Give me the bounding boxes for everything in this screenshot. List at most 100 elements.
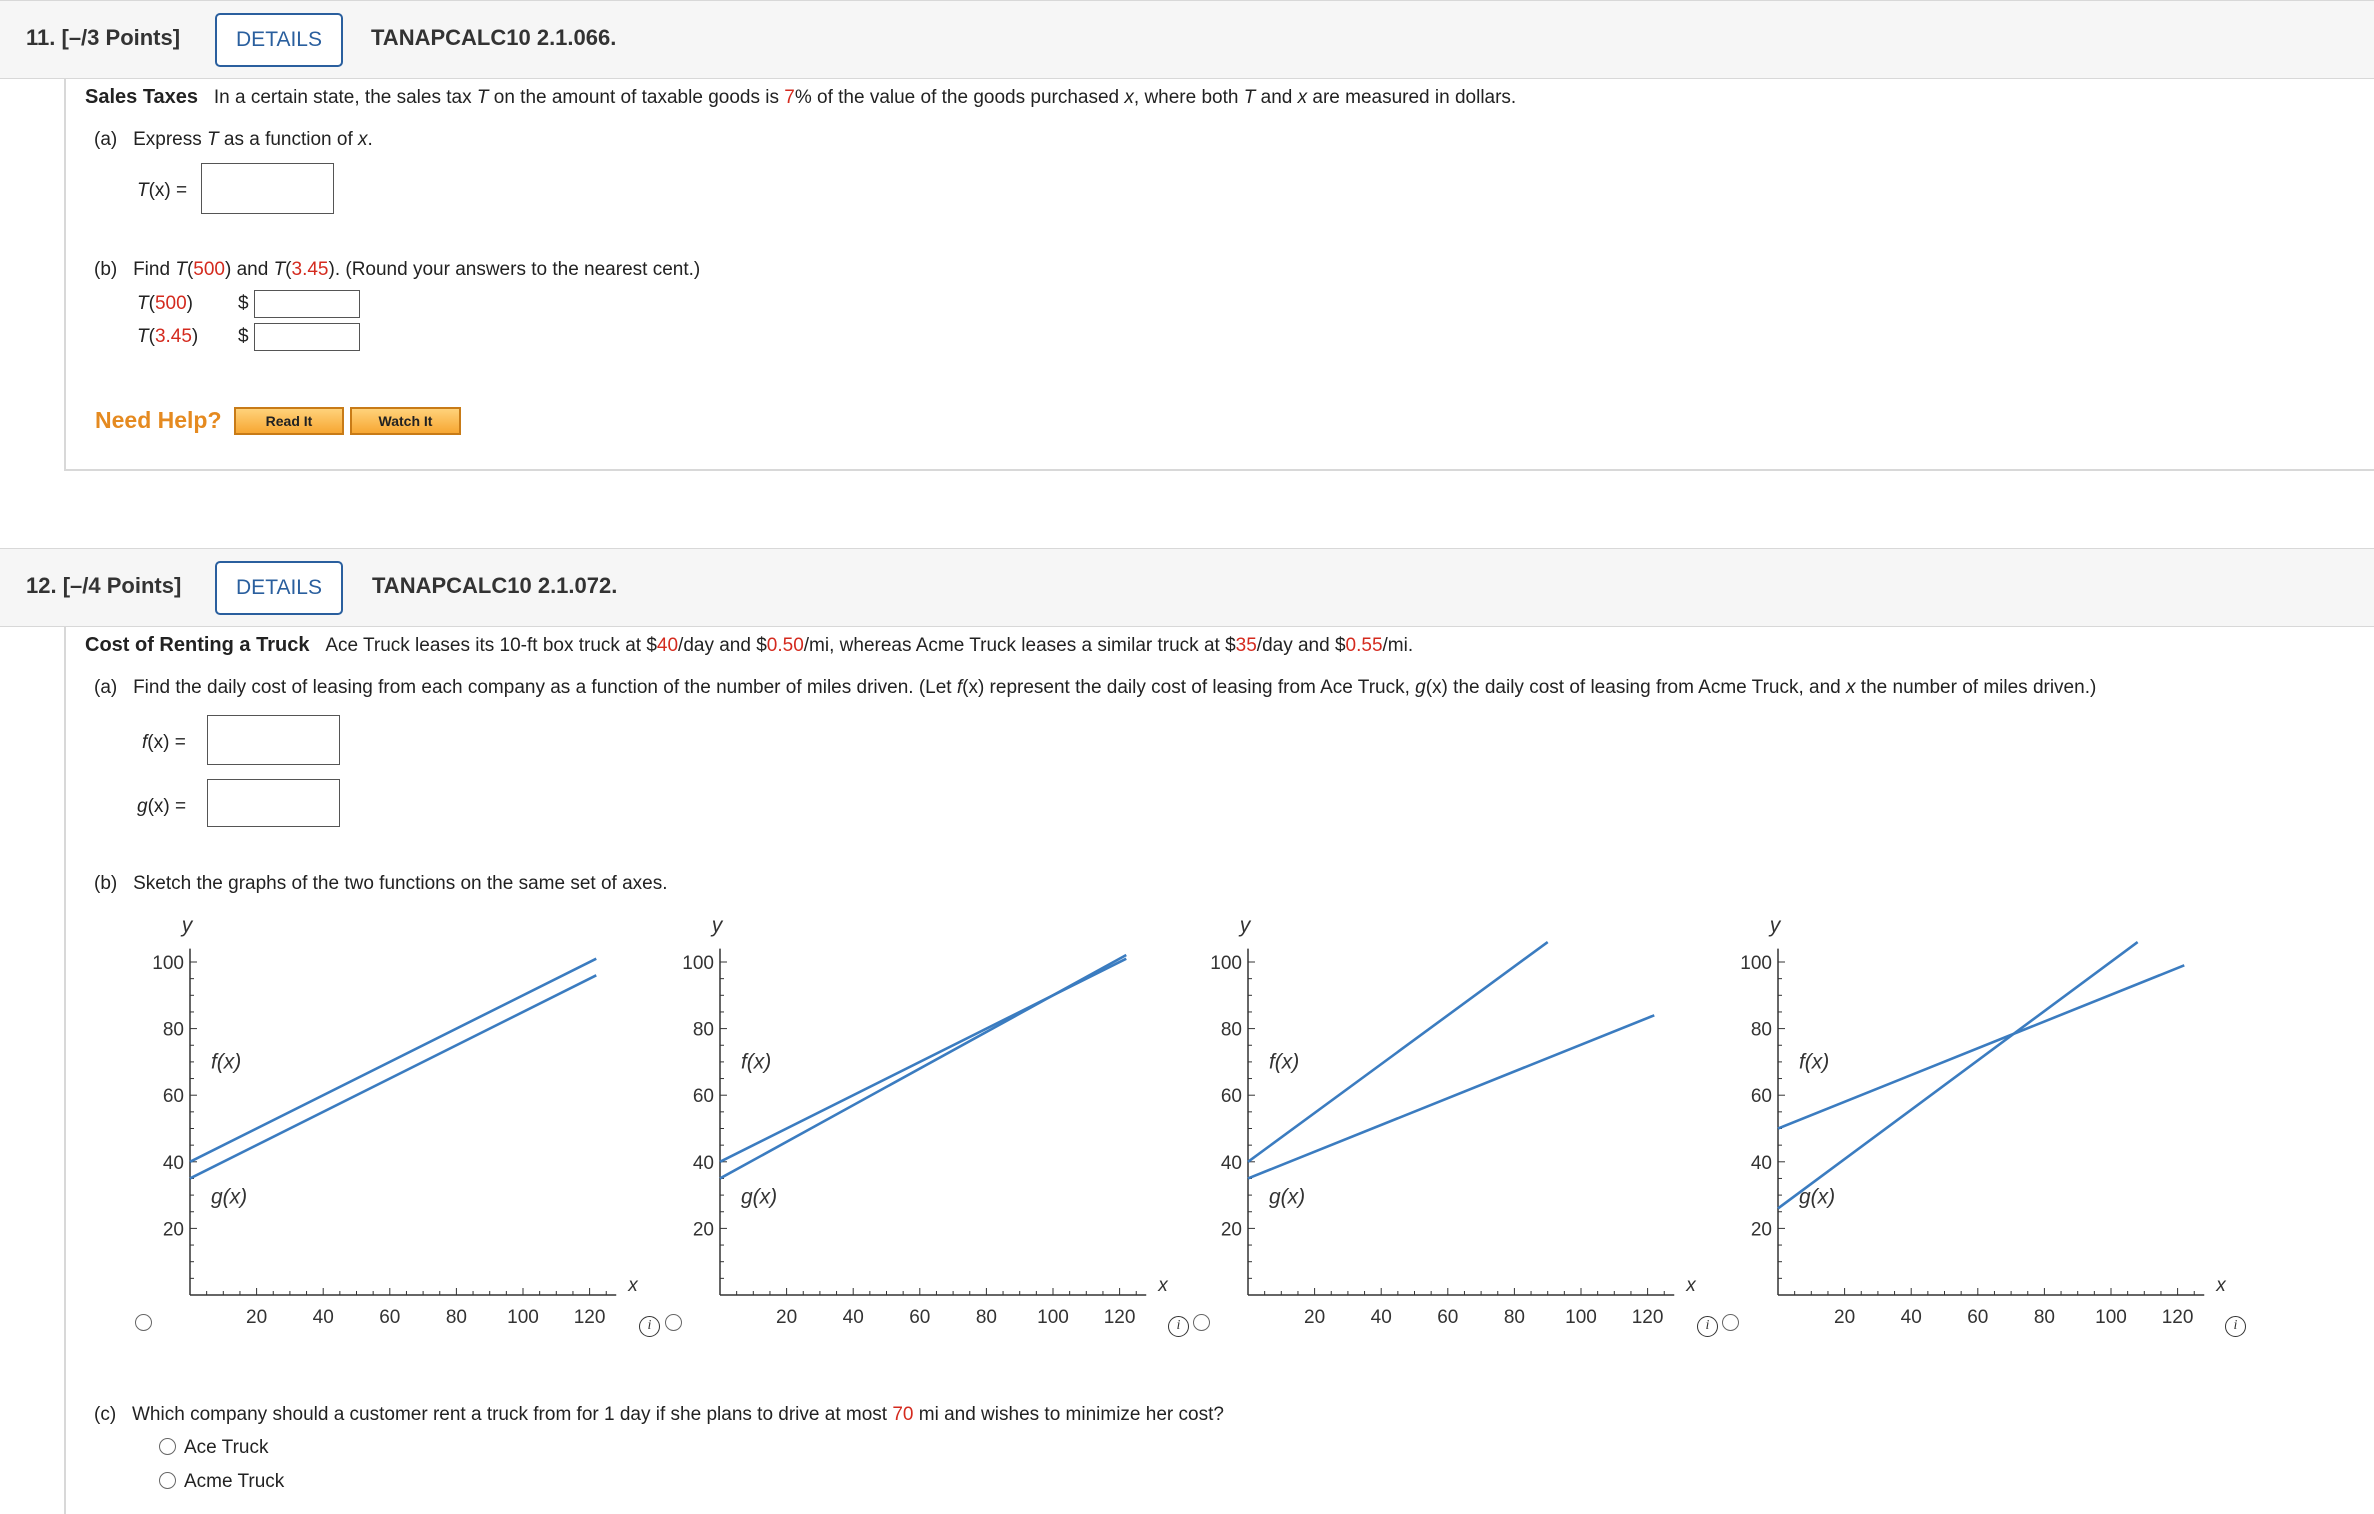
q12-code: TANAPCALC10 2.1.072. xyxy=(372,573,618,598)
y-tick-label: 40 xyxy=(163,1153,184,1174)
g-label: g(x) xyxy=(741,1185,777,1208)
graph-option-3: 20 40 60 80 100 120 20 40 60 80 100 x y f(x) g(x) xyxy=(1210,914,1697,1328)
graph-option-3-radio[interactable] xyxy=(1193,1314,1210,1331)
y-tick-label: 100 xyxy=(1740,953,1772,974)
q11-number: 11. [–/3 Points] xyxy=(26,25,181,50)
ace-truck-radio[interactable] xyxy=(159,1438,176,1455)
graph-option-2: 20 40 60 80 100 120 20 40 60 80 100 x y f(x) g(x) xyxy=(682,914,1169,1328)
acme-truck-radio[interactable] xyxy=(159,1472,176,1489)
y-tick-label: 60 xyxy=(693,1086,714,1107)
y-tick-label: 20 xyxy=(1221,1219,1242,1240)
q12-fx-input[interactable] xyxy=(207,715,340,765)
x-tick-label: 120 xyxy=(574,1307,606,1328)
y-axis-label: y xyxy=(1768,914,1782,937)
graph-2-info-icon[interactable]: i xyxy=(1168,1316,1189,1337)
watch-it-button[interactable]: Watch It xyxy=(350,407,461,435)
q12-part-a-prompt: (a) Find the daily cost of leasing from … xyxy=(94,677,2097,698)
y-axis-label: y xyxy=(1238,914,1252,937)
graph-option-2-radio[interactable] xyxy=(665,1314,682,1331)
f-label: f(x) xyxy=(1269,1051,1299,1074)
y-tick-label: 40 xyxy=(693,1153,714,1174)
x-tick-label: 60 xyxy=(379,1307,400,1328)
g-series-line xyxy=(1247,1014,1655,1180)
y-axis-label: y xyxy=(180,914,194,937)
x-tick-label: 40 xyxy=(313,1307,334,1328)
y-tick-label: 80 xyxy=(693,1020,714,1041)
x-tick-label: 100 xyxy=(507,1307,539,1328)
ace-truck-label[interactable]: Ace Truck xyxy=(184,1437,269,1458)
q11-body xyxy=(64,79,2374,471)
q11-t500-input[interactable] xyxy=(254,290,360,318)
need-help-label: Need Help? xyxy=(95,407,222,433)
graph-1-info-icon[interactable]: i xyxy=(639,1316,660,1337)
x-tick-label: 80 xyxy=(446,1307,467,1328)
q11-t345-currency: $ xyxy=(238,326,249,347)
q12-part-c-prompt: (c) Which company should a customer rent… xyxy=(94,1404,1224,1425)
q11-t345-label: T(3.45) xyxy=(137,326,199,347)
graph-4-info-icon[interactable]: i xyxy=(2225,1316,2246,1337)
f-series-line xyxy=(1247,940,1549,1163)
y-tick-label: 80 xyxy=(163,1020,184,1041)
q11-code: TANAPCALC10 2.1.066. xyxy=(371,25,617,50)
f-series-line xyxy=(189,957,597,1163)
x-axis-label: x xyxy=(1685,1275,1697,1296)
x-tick-label: 60 xyxy=(1437,1307,1458,1328)
y-axis-label: y xyxy=(710,914,724,937)
graph-option-1: 20 40 60 80 100 120 20 40 60 80 100 x y f(x) g(x) xyxy=(152,914,639,1328)
graph-option-1-radio[interactable] xyxy=(135,1314,152,1331)
graph-option-4: 20 40 60 80 100 120 20 40 60 80 100 x y f(x) g(x) xyxy=(1740,914,2227,1328)
q11-tx-label: T(x) = xyxy=(137,180,188,201)
x-tick-label: 40 xyxy=(1901,1307,1922,1328)
q12-header: 12. [–/4 Points] DETAILS TANAPCALC10 2.1… xyxy=(0,548,2374,627)
q11-t345-input[interactable] xyxy=(254,323,360,351)
q11-header: 11. [–/3 Points] DETAILS TANAPCALC10 2.1… xyxy=(0,0,2374,79)
x-tick-label: 40 xyxy=(843,1307,864,1328)
graph-option-4-radio[interactable] xyxy=(1722,1314,1739,1331)
x-tick-label: 120 xyxy=(1632,1307,1664,1328)
x-axis-label: x xyxy=(627,1275,639,1296)
x-tick-label: 20 xyxy=(1304,1307,1325,1328)
q11-part-a-prompt: (a) Express T as a function of x. xyxy=(94,129,373,150)
q12-details-button[interactable]: DETAILS xyxy=(215,561,343,615)
q12-fx-label: f(x) = xyxy=(142,732,186,753)
acme-truck-label[interactable]: Acme Truck xyxy=(184,1471,285,1492)
f-label: f(x) xyxy=(741,1051,771,1074)
x-tick-label: 20 xyxy=(246,1307,267,1328)
q11-intro: Sales Taxes In a certain state, the sale… xyxy=(85,86,1517,108)
x-axis-label: x xyxy=(2215,1275,2227,1296)
x-tick-label: 120 xyxy=(2162,1307,2194,1328)
g-series-line xyxy=(1777,940,2139,1210)
g-label: g(x) xyxy=(1799,1185,1835,1208)
g-series-line xyxy=(719,953,1127,1180)
q12-body xyxy=(64,627,2374,1514)
x-tick-label: 100 xyxy=(1565,1307,1597,1328)
y-tick-label: 60 xyxy=(1751,1086,1772,1107)
x-tick-label: 20 xyxy=(1834,1307,1855,1328)
q11-tx-input[interactable] xyxy=(201,163,334,214)
q12-gx-input[interactable] xyxy=(207,779,340,827)
y-tick-label: 100 xyxy=(682,953,714,974)
y-tick-label: 80 xyxy=(1751,1020,1772,1041)
g-series-line xyxy=(189,974,597,1180)
x-axis-label: x xyxy=(1157,1275,1169,1296)
q12-intro: Cost of Renting a Truck Ace Truck leases… xyxy=(85,634,1414,656)
q11-part-b-prompt: (b) Find T(500) and T(3.45). (Round your… xyxy=(94,259,701,280)
y-tick-label: 100 xyxy=(1210,953,1242,974)
g-label: g(x) xyxy=(1269,1185,1305,1208)
x-tick-label: 100 xyxy=(2095,1307,2127,1328)
f-label: f(x) xyxy=(211,1051,241,1074)
x-tick-label: 20 xyxy=(776,1307,797,1328)
q11-t500-label: T(500) xyxy=(137,293,193,314)
y-tick-label: 20 xyxy=(163,1219,184,1240)
y-tick-label: 40 xyxy=(1221,1153,1242,1174)
read-it-button[interactable]: Read It xyxy=(234,407,344,435)
q11-details-button[interactable]: DETAILS xyxy=(215,13,343,67)
x-tick-label: 60 xyxy=(909,1307,930,1328)
q12-title: Cost of Renting a Truck xyxy=(85,634,310,656)
g-label: g(x) xyxy=(211,1185,247,1208)
q12-number: 12. [–/4 Points] xyxy=(26,573,182,598)
graph-3-info-icon[interactable]: i xyxy=(1697,1316,1718,1337)
x-tick-label: 40 xyxy=(1371,1307,1392,1328)
y-tick-label: 60 xyxy=(1221,1086,1242,1107)
q12-part-b-prompt: (b) Sketch the graphs of the two functio… xyxy=(94,873,668,894)
